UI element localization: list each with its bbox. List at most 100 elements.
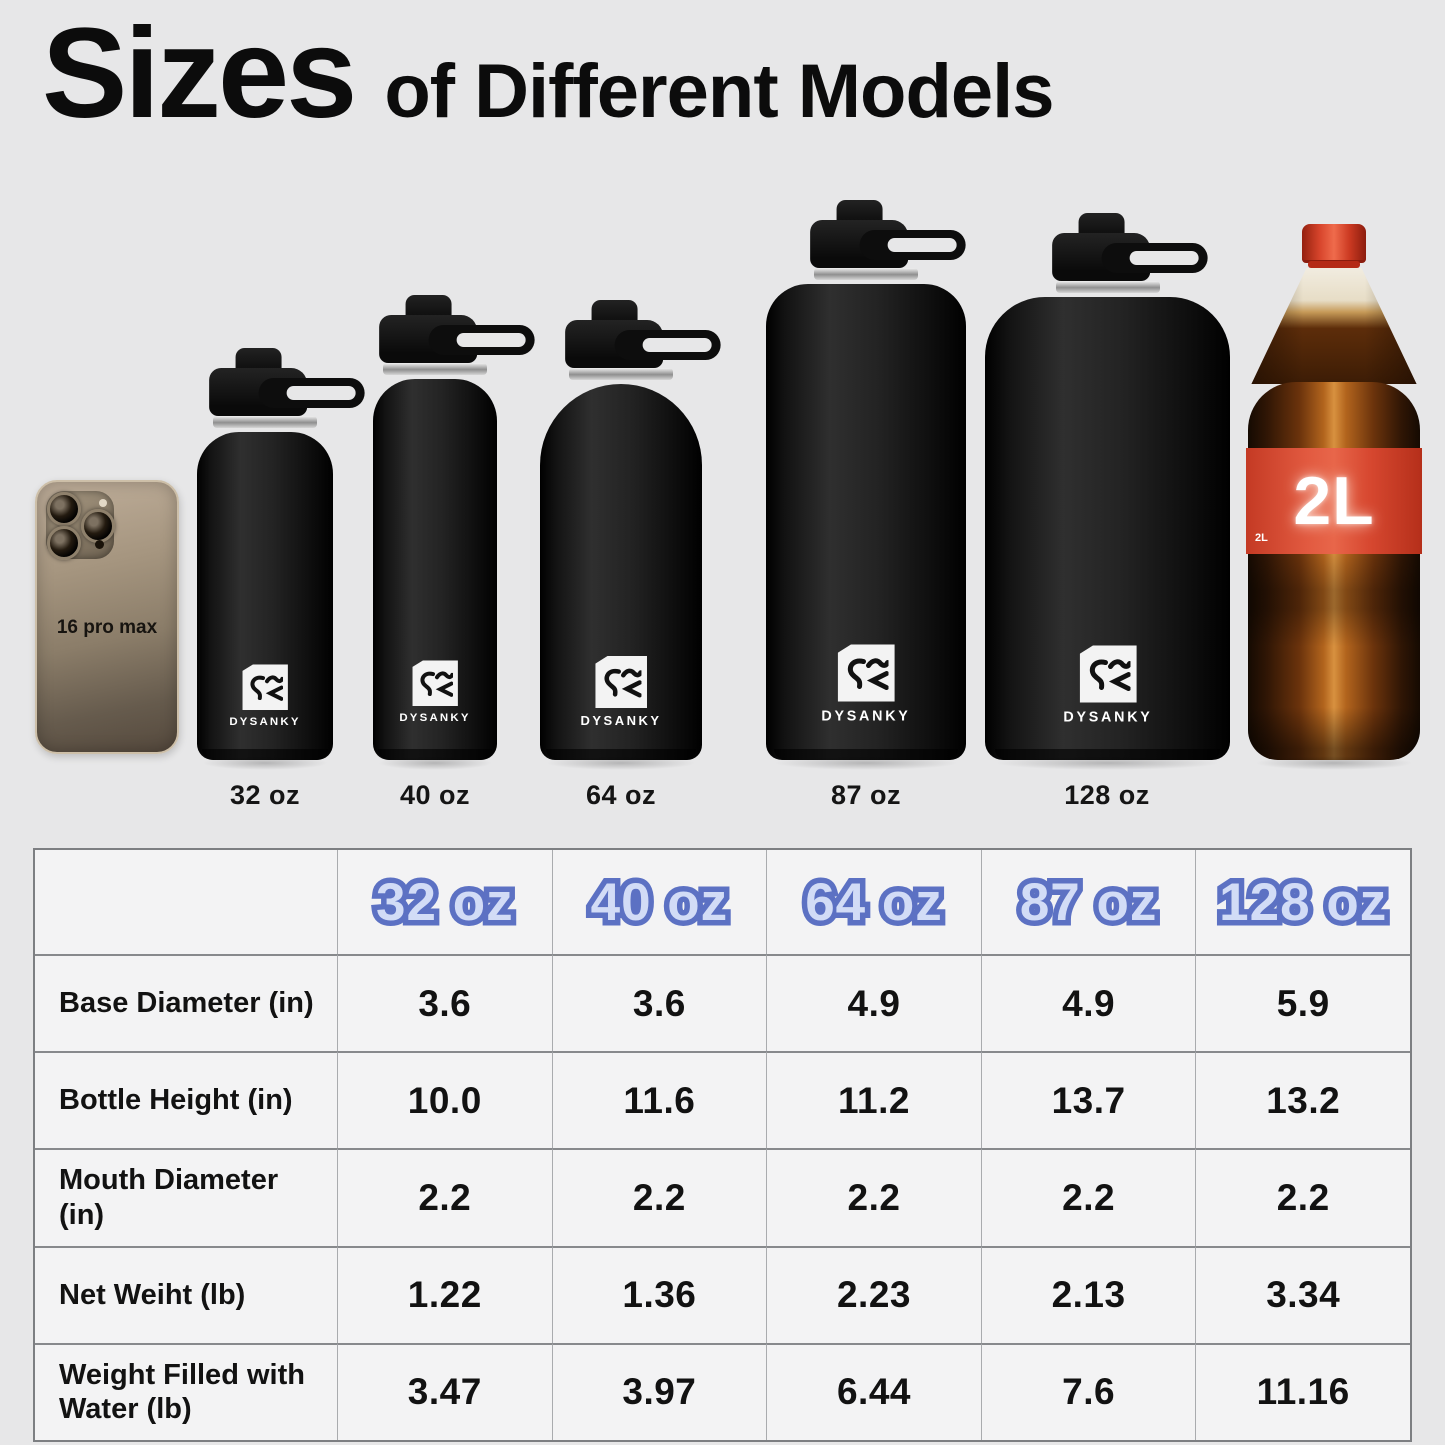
table-cell: 3.97 (551, 1342, 767, 1440)
size-label-128oz: 128 oz (1064, 780, 1150, 810)
soda-neck (1251, 268, 1417, 384)
handle-hole (286, 386, 356, 400)
column-header-128oz: 128 oz 128 oz (1195, 850, 1410, 954)
camera-flash-icon (99, 499, 107, 507)
row-label-net-weight: Net Weiht (lb) (35, 1245, 337, 1343)
table-cell: 2.2 (337, 1148, 552, 1246)
soda-cap-flange (1308, 261, 1360, 268)
table-cell: 11.2 (766, 1051, 981, 1149)
handle-hole (887, 238, 957, 252)
bottle-body: DYSANKY (197, 432, 333, 760)
size-label-64oz: 64 oz (585, 780, 657, 810)
bottle-64oz: DYSANKY (540, 300, 721, 770)
row-label-bottle-height: Bottle Height (in) (35, 1051, 337, 1148)
table-corner-cell (35, 850, 337, 954)
column-header-32oz: 32 oz 32 oz (337, 850, 552, 954)
table-cell: 3.47 (337, 1342, 552, 1440)
table-cell: 2.23 (766, 1245, 981, 1343)
soda-volume-label: 2L (1293, 463, 1375, 539)
bottle-cap-handle (859, 230, 966, 260)
bottle-87oz: DYSANKY (766, 200, 966, 770)
table-cell: 1.36 (551, 1245, 767, 1343)
page-title: Sizes of Different Models (42, 2, 1055, 145)
table-cell: 2.2 (766, 1148, 981, 1246)
table-cell: 7.6 (980, 1342, 1196, 1440)
soda-label: 2L 2L (1246, 448, 1422, 554)
row-label-mouth-diameter: Mouth Diameter (in) (35, 1148, 337, 1245)
soda-volume-side-label: 2L (1255, 532, 1268, 544)
bottle-body: DYSANKY (766, 284, 966, 760)
camera-lens-icon (47, 492, 81, 526)
handle-hole (642, 338, 712, 352)
bottle-body: DYSANKY (373, 379, 497, 760)
table-cell: 4.9 (980, 954, 1196, 1052)
header-text: 40 oz (590, 872, 729, 932)
brand-logo: DYSANKY (580, 656, 661, 728)
handle-hole (1129, 251, 1199, 265)
soda-bottle-2l: 2L 2L (1246, 224, 1422, 770)
spec-table: 32 oz 32 oz 40 oz 40 oz 64 oz 64 oz 87 oz 87… (33, 848, 1412, 1442)
table-cell: 2.2 (980, 1148, 1196, 1246)
table-cell: 2.2 (1195, 1148, 1410, 1246)
table-cell: 10.0 (337, 1051, 552, 1149)
soda-body: 2L 2L (1246, 382, 1422, 760)
column-header-64oz: 64 oz 64 oz (766, 850, 981, 954)
table-cell: 3.6 (337, 954, 552, 1052)
ground-shadow (994, 756, 1221, 770)
brand-name: DYSANKY (1062, 707, 1153, 725)
header-outline: 87 oz (1014, 870, 1162, 934)
bottle-40oz: DYSANKY (373, 295, 535, 770)
bottle-cap-handle (428, 325, 535, 355)
handle-hole (456, 333, 526, 347)
table-cell: 13.2 (1195, 1051, 1410, 1149)
ground-shadow (774, 756, 958, 770)
phone-label: 16 pro max (56, 617, 158, 638)
brand-logo-glyph-icon (412, 659, 458, 706)
bottle-body: DYSANKY (540, 384, 702, 760)
brand-logo: DYSANKY (821, 643, 911, 724)
brand-logo-glyph-icon (594, 656, 647, 709)
table-cell: 3.34 (1195, 1245, 1410, 1343)
size-label-32oz: 32 oz (229, 780, 301, 810)
title-sub: of Different Models (384, 49, 1054, 134)
bottle-steel-band (213, 416, 317, 428)
header-outline: 32 oz (371, 870, 519, 934)
camera-lens-icon (47, 526, 81, 560)
table-cell: 4.9 (766, 954, 981, 1052)
camera-lens-icon (81, 509, 115, 543)
title-main: Sizes (42, 2, 357, 145)
bottle-cap-handle (614, 330, 721, 360)
brand-name: DYSANKY (821, 706, 911, 724)
table-cell: 5.9 (1195, 954, 1410, 1052)
bottle-cap-handle (258, 378, 365, 408)
column-header-40oz: 40 oz 40 oz (551, 850, 767, 954)
soda-cap (1302, 224, 1366, 263)
brand-name: DYSANKY (399, 710, 471, 724)
header-text: 32 oz (376, 872, 514, 932)
table-cell: 3.6 (551, 954, 767, 1052)
table-cell: 11.16 (1195, 1342, 1410, 1440)
size-label-40oz: 40 oz (399, 780, 471, 810)
ground-shadow (202, 756, 328, 770)
header-text: 87 oz (1019, 872, 1158, 932)
bottle-steel-band (569, 368, 673, 380)
header-outline: 40 oz (585, 870, 733, 934)
brand-logo: DYSANKY (229, 664, 300, 728)
brand-logo: DYSANKY (1063, 645, 1152, 724)
brand-name: DYSANKY (580, 713, 662, 729)
brand-logo: DYSANKY (399, 659, 471, 724)
header-outline: 128 oz (1214, 870, 1392, 934)
table-cell: 1.22 (337, 1245, 552, 1343)
table-cell: 2.2 (551, 1148, 767, 1246)
brand-logo-glyph-icon (837, 643, 895, 702)
header-outline: 64 oz (800, 870, 948, 934)
table-cell: 13.7 (980, 1051, 1196, 1149)
ground-shadow (377, 756, 493, 770)
bottle-body: DYSANKY (985, 297, 1230, 760)
header-text: 128 oz (1219, 872, 1388, 932)
column-header-87oz: 87 oz 87 oz (980, 850, 1196, 954)
bottle-32oz: DYSANKY (197, 348, 365, 770)
bottle-steel-band (814, 268, 918, 280)
bottle-steel-band (383, 363, 487, 375)
